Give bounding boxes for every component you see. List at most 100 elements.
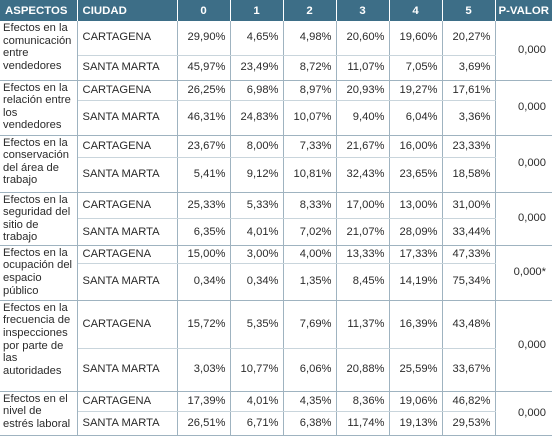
- value-cell: 15,72%: [177, 300, 231, 349]
- value-cell: 11,07%: [336, 55, 390, 81]
- header-score-3: 3: [336, 0, 390, 21]
- value-cell: 6,35%: [177, 218, 231, 246]
- aspect-cell: Efectos en la frecuencia de inspecciones…: [0, 300, 78, 392]
- header-score-2: 2: [283, 0, 337, 21]
- city-cell: CARTAGENA: [77, 80, 178, 101]
- value-cell: 10,81%: [283, 157, 337, 193]
- value-cell: 46,31%: [177, 100, 231, 136]
- city-cell: CARTAGENA: [77, 245, 178, 264]
- value-cell: 47,33%: [442, 245, 496, 264]
- header-city: CIUDAD: [77, 0, 178, 21]
- table-row: SANTA MARTA 6,35% 4,01% 7,02% 21,07% 28,…: [0, 218, 552, 246]
- value-cell: 7,02%: [283, 218, 337, 246]
- value-cell: 6,06%: [283, 348, 337, 392]
- value-cell: 17,33%: [389, 245, 443, 264]
- header-p-value: P-VALOR: [495, 0, 552, 21]
- table-row: Efectos en la seguridad del sitio de tra…: [0, 192, 552, 246]
- value-cell: 8,00%: [230, 135, 284, 158]
- header-row: ASPECTOS CIUDAD 0 1 2 3 4 5 P-VALOR: [0, 0, 552, 21]
- value-cell: 0,34%: [230, 263, 284, 301]
- p-value-cell: 0,000: [495, 135, 552, 193]
- value-cell: 1,35%: [283, 263, 337, 301]
- value-cell: 8,45%: [336, 263, 390, 301]
- city-cell: CARTAGENA: [77, 135, 178, 158]
- value-cell: 23,49%: [230, 55, 284, 81]
- value-cell: 7,05%: [389, 55, 443, 81]
- table-row: Efectos en la relación entre los vendedo…: [0, 80, 552, 136]
- value-cell: 20,88%: [336, 348, 390, 392]
- city-cell: SANTA MARTA: [77, 55, 178, 81]
- table-row: SANTA MARTA 0,34% 0,34% 1,35% 8,45% 14,1…: [0, 263, 552, 301]
- p-value-cell: 0,000: [495, 80, 552, 136]
- value-cell: 75,34%: [442, 263, 496, 301]
- value-cell: 3,03%: [177, 348, 231, 392]
- value-cell: 8,72%: [283, 55, 337, 81]
- value-cell: 7,33%: [283, 135, 337, 158]
- value-cell: 23,33%: [442, 135, 496, 158]
- value-cell: 10,07%: [283, 100, 337, 136]
- p-value-cell: 0,000: [495, 391, 552, 436]
- value-cell: 11,74%: [336, 411, 390, 436]
- aspect-cell: Efectos en el nivel de estrés laboral: [0, 391, 78, 436]
- value-cell: 24,83%: [230, 100, 284, 136]
- aspect-cell: Efectos en la seguridad del sitio de tra…: [0, 192, 78, 246]
- header-aspects: ASPECTOS: [0, 0, 78, 21]
- table-row: Efectos en la conservación del área de t…: [0, 135, 552, 193]
- value-cell: 18,58%: [442, 157, 496, 193]
- city-cell: CARTAGENA: [77, 192, 178, 220]
- value-cell: 19,13%: [389, 411, 443, 436]
- value-cell: 33,67%: [442, 348, 496, 392]
- value-cell: 46,82%: [442, 391, 496, 412]
- value-cell: 26,51%: [177, 411, 231, 436]
- value-cell: 19,06%: [389, 391, 443, 412]
- value-cell: 8,97%: [283, 80, 337, 101]
- value-cell: 4,35%: [283, 391, 337, 412]
- value-cell: 25,33%: [177, 192, 231, 220]
- value-cell: 11,37%: [336, 300, 390, 349]
- table-row: SANTA MARTA 26,51% 6,71% 6,38% 11,74% 19…: [0, 411, 552, 436]
- value-cell: 14,19%: [389, 263, 443, 301]
- header-score-0: 0: [177, 0, 231, 21]
- value-cell: 6,38%: [283, 411, 337, 436]
- table-row: SANTA MARTA 5,41% 9,12% 10,81% 32,43% 23…: [0, 157, 552, 193]
- value-cell: 32,43%: [336, 157, 390, 193]
- aspect-cell: Efectos en la comunicación entre vendedo…: [0, 21, 78, 81]
- value-cell: 9,40%: [336, 100, 390, 136]
- value-cell: 5,35%: [230, 300, 284, 349]
- value-cell: 25,59%: [389, 348, 443, 392]
- value-cell: 28,09%: [389, 218, 443, 246]
- value-cell: 29,90%: [177, 21, 231, 56]
- value-cell: 13,00%: [389, 192, 443, 220]
- p-value-cell: 0,000: [495, 21, 552, 81]
- header-score-5: 5: [442, 0, 496, 21]
- value-cell: 4,01%: [230, 218, 284, 246]
- value-cell: 16,00%: [389, 135, 443, 158]
- table-row: SANTA MARTA 45,97% 23,49% 8,72% 11,07% 7…: [0, 55, 552, 81]
- value-cell: 17,39%: [177, 391, 231, 412]
- aspect-cell: Efectos en la conservación del área de t…: [0, 135, 78, 193]
- value-cell: 15,00%: [177, 245, 231, 264]
- value-cell: 43,48%: [442, 300, 496, 349]
- value-cell: 4,65%: [230, 21, 284, 56]
- value-cell: 4,00%: [283, 245, 337, 264]
- value-cell: 6,71%: [230, 411, 284, 436]
- value-cell: 31,00%: [442, 192, 496, 220]
- value-cell: 16,39%: [389, 300, 443, 349]
- table-row: Efectos en el nivel de estrés laboral CA…: [0, 391, 552, 436]
- value-cell: 19,27%: [389, 80, 443, 101]
- city-cell: SANTA MARTA: [77, 348, 178, 392]
- aspect-cell: Efectos en la relación entre los vendedo…: [0, 80, 78, 136]
- table-row: Efectos en la frecuencia de inspecciones…: [0, 300, 552, 392]
- value-cell: 4,98%: [283, 21, 337, 56]
- p-value-cell: 0,000: [495, 192, 552, 246]
- value-cell: 3,36%: [442, 100, 496, 136]
- header-score-1: 1: [230, 0, 284, 21]
- value-cell: 17,61%: [442, 80, 496, 101]
- value-cell: 26,25%: [177, 80, 231, 101]
- value-cell: 5,41%: [177, 157, 231, 193]
- value-cell: 20,60%: [336, 21, 390, 56]
- value-cell: 23,65%: [389, 157, 443, 193]
- value-cell: 9,12%: [230, 157, 284, 193]
- value-cell: 23,67%: [177, 135, 231, 158]
